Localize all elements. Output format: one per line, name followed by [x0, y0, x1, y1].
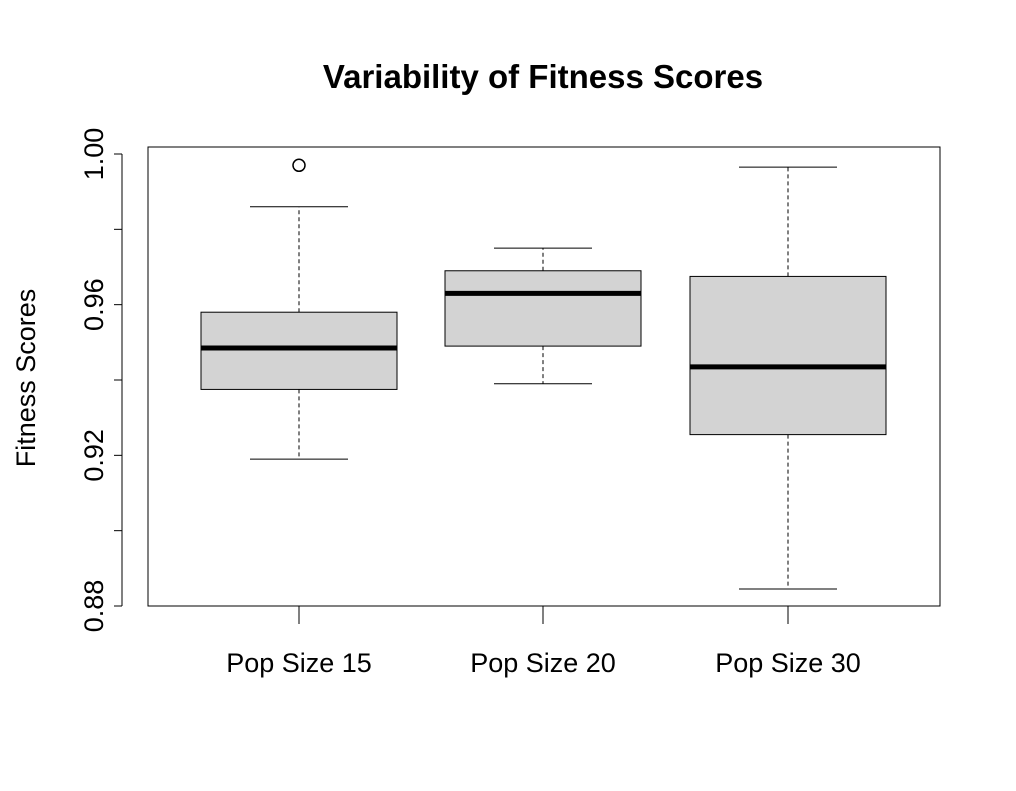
box-group	[689, 166, 887, 590]
box-group	[200, 158, 398, 460]
boxes-layer	[200, 158, 887, 590]
plot-frame	[147, 146, 941, 607]
x-axis: Pop Size 15 Pop Size 20 Pop Size 30	[226, 606, 861, 678]
y-axis-label: Fitness Scores	[11, 289, 41, 468]
y-tick-label: 0.88	[79, 580, 109, 633]
y-tick-label: 1.00	[79, 128, 109, 181]
y-axis: 0.88 0.92 0.96 1.00	[79, 128, 123, 633]
y-tick-label: 0.96	[79, 278, 109, 331]
iqr-box	[689, 275, 887, 436]
x-tick-label: Pop Size 20	[470, 648, 616, 678]
x-tick-label: Pop Size 15	[226, 648, 372, 678]
box-group	[444, 247, 642, 385]
iqr-box	[200, 311, 398, 390]
outlier-point	[292, 158, 306, 173]
y-tick-label: 0.92	[79, 429, 109, 482]
iqr-box	[444, 270, 642, 347]
x-tick-label: Pop Size 30	[715, 648, 861, 678]
chart-title: Variability of Fitness Scores	[323, 58, 763, 95]
